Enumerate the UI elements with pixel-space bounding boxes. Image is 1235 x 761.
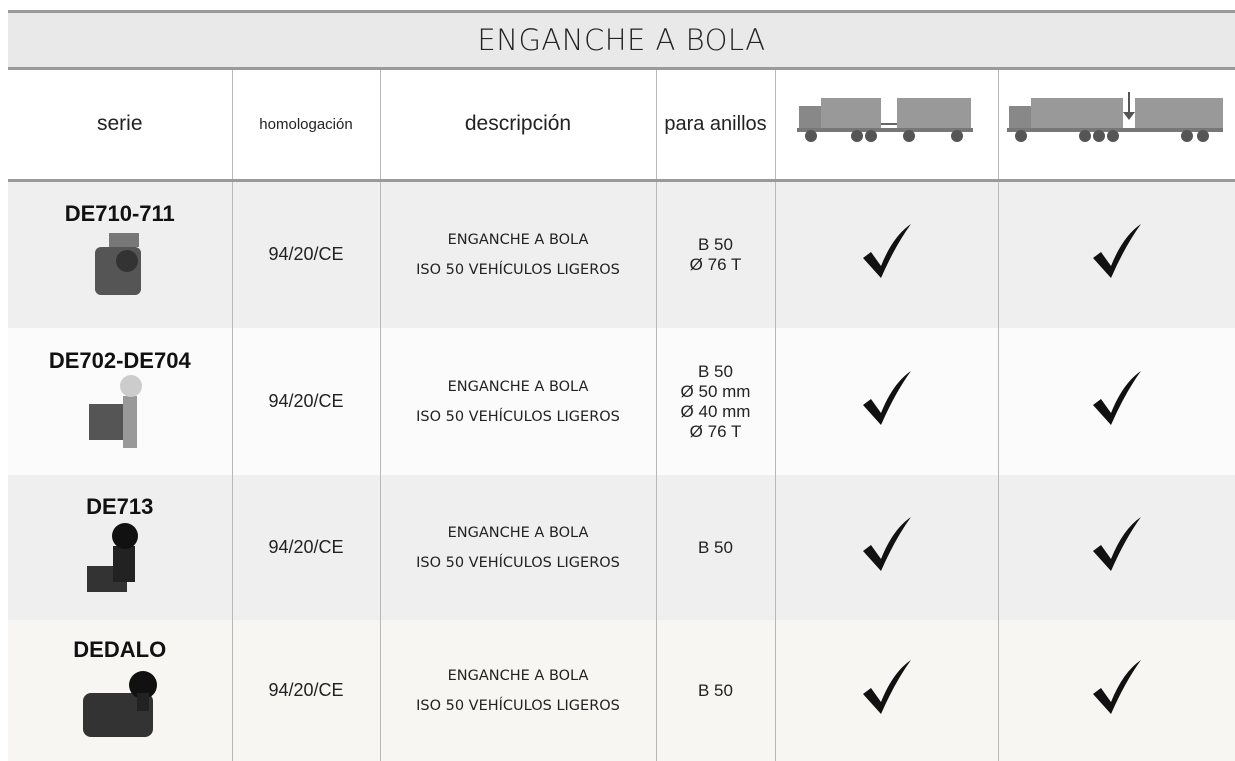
description-line: ENGANCHE A BOLA [447, 378, 589, 395]
description-cell: ENGANCHE A BOLA ISO 50 VEHÍCULOS LIGEROS [379, 180, 656, 328]
truck-trailer-icon [796, 97, 973, 142]
product-image [94, 233, 141, 296]
serie-name: DE702-DE704 [48, 348, 191, 373]
ring-spec: Ø 76 T [689, 421, 742, 441]
check-cell [774, 620, 998, 761]
homologation: 94/20/CE [268, 391, 344, 411]
description-line: ISO 50 VEHÍCULOS LIGEROS [416, 697, 620, 714]
homologation-cell: 94/20/CE [231, 475, 380, 620]
check-mark [862, 517, 911, 571]
description-line: ISO 50 VEHÍCULOS LIGEROS [416, 408, 620, 425]
product-image [86, 523, 138, 592]
ring-spec: B 50 [698, 361, 733, 381]
description-line: ISO 50 VEHÍCULOS LIGEROS [416, 554, 620, 571]
check-mark [1092, 371, 1141, 425]
description-line: ISO 50 VEHÍCULOS LIGEROS [416, 261, 620, 278]
serie-name: DEDALO [73, 637, 167, 662]
column-header: descripción [379, 70, 656, 180]
homologation-cell: 94/20/CE [231, 328, 380, 475]
homologation: 94/20/CE [268, 537, 344, 557]
rings-cell: B 50 Ø 76 T [655, 180, 775, 328]
description-cell: ENGANCHE A BOLA ISO 50 VEHÍCULOS LIGEROS [379, 328, 656, 475]
check-cell [997, 180, 1235, 328]
product-table: serie homologación descripción para anil… [8, 70, 1235, 761]
rings-cell: B 50 [655, 475, 775, 620]
serie-cell: DE710-711 [8, 180, 232, 328]
serie-cell: DE713 [8, 475, 232, 620]
ring-spec: B 50 [698, 537, 733, 557]
description-line: ENGANCHE A BOLA [447, 524, 589, 541]
column-header: serie [96, 112, 143, 136]
serie-cell: DE702-DE704 [8, 328, 232, 475]
check-mark [862, 660, 911, 714]
check-mark [1092, 224, 1141, 279]
homologation-cell: 94/20/CE [231, 180, 380, 328]
check-cell [997, 620, 1235, 761]
ring-spec: Ø 40 mm [680, 401, 751, 421]
ring-spec: B 50 [698, 680, 733, 700]
rings-cell: B 50 [655, 620, 775, 761]
homologation: 94/20/CE [268, 244, 344, 265]
table-body: DE710-711 94/20/CE ENGANCHE A BOLA ISO 50 V… [8, 180, 1235, 761]
check-mark [1092, 660, 1141, 714]
table-row: DE702-DE704 94/20/CE ENGANCHE A BOLA ISO 50… [8, 328, 1235, 475]
truck-icon [997, 70, 1235, 180]
column-header: para anillos [655, 70, 775, 180]
homologation-cell: 94/20/CE [231, 620, 380, 761]
check-mark [862, 224, 911, 279]
homologation: 94/20/CE [268, 680, 344, 700]
check-mark [1092, 517, 1141, 571]
rings-cell: B 50 Ø 50 mm Ø 40 mm Ø 76 T [655, 328, 775, 475]
check-cell [774, 180, 998, 328]
product-image [88, 375, 142, 448]
check-cell [774, 328, 998, 475]
description-line: ENGANCHE A BOLA [447, 667, 589, 684]
truck-trailer-icon [1006, 91, 1223, 142]
check-mark [862, 371, 911, 425]
table-row: DE710-711 94/20/CE ENGANCHE A BOLA ISO 50 V… [8, 180, 1235, 328]
serie-cell: DEDALO [8, 620, 232, 761]
header-row: serie homologación descripción para anil… [8, 70, 1235, 180]
check-cell [997, 475, 1235, 620]
serie-name: DE710-711 [64, 201, 175, 227]
description-cell: ENGANCHE A BOLA ISO 50 VEHÍCULOS LIGEROS [379, 620, 656, 761]
check-cell [774, 475, 998, 620]
serie-name: DE713 [86, 494, 154, 519]
title: ENGANCHE A BOLA [8, 10, 1235, 70]
description-line: ENGANCHE A BOLA [447, 231, 589, 248]
ring-spec: Ø 50 mm [680, 381, 751, 401]
product-image [82, 671, 157, 737]
truck-icon [774, 70, 998, 180]
table-row: DEDALO 94/20/CE ENGANCHE A BOLA ISO 50 VEHÍ… [8, 620, 1235, 761]
description-cell: ENGANCHE A BOLA ISO 50 VEHÍCULOS LIGEROS [379, 475, 656, 620]
ring-spec: B 50 [698, 234, 733, 254]
check-cell [997, 328, 1235, 475]
table-row: DE713 94/20/CE ENGANCHE A BOLA ISO 50 VEHÍC… [8, 475, 1235, 620]
column-header: homologación [231, 70, 380, 180]
ring-spec: Ø 76 T [689, 254, 742, 274]
